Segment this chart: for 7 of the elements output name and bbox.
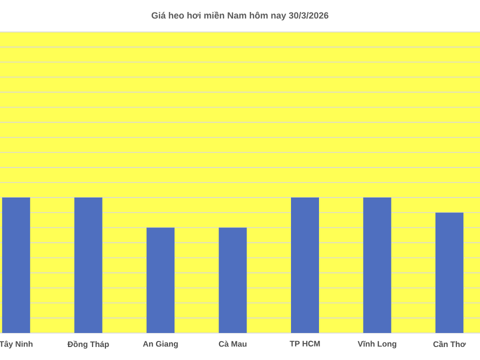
x-tick-label: Cần Thơ xyxy=(433,340,466,348)
x-tick-label: Cà Mau xyxy=(218,340,246,347)
x-tick-label: An Giang xyxy=(142,340,178,348)
x-tick-label: TP HCM xyxy=(290,340,320,346)
x-tick-label: Đồng Tháp xyxy=(67,340,109,349)
chart-title: Giá heo hơi miền Nam hôm nay 30/3/2026 xyxy=(152,12,328,20)
x-tick-label: Vĩnh Long xyxy=(358,340,396,348)
